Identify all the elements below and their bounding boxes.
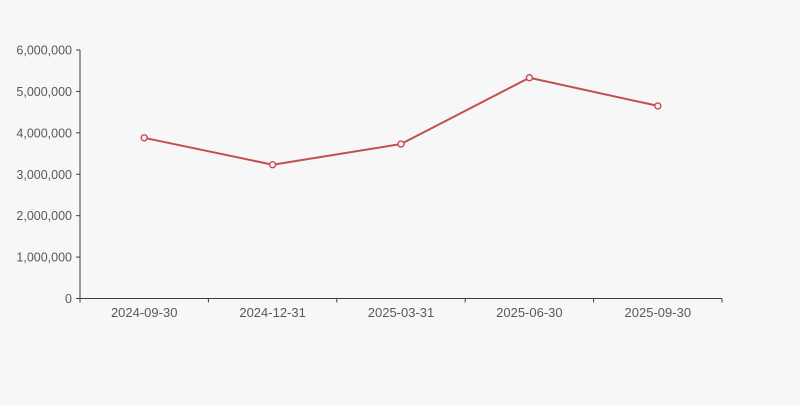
y-tick-label: 5,000,000 — [16, 85, 72, 99]
y-tick-label: 4,000,000 — [16, 126, 72, 140]
data-point-marker[interactable] — [140, 134, 148, 142]
x-tick-label: 2025-06-30 — [496, 305, 563, 320]
x-tick-label: 2024-12-31 — [239, 305, 306, 320]
data-point-marker[interactable] — [525, 74, 534, 82]
y-tick-label: 6,000,000 — [16, 44, 72, 58]
data-point-marker[interactable] — [654, 102, 662, 110]
y-tick-label: 3,000,000 — [16, 168, 72, 182]
y-tick-label: 1,000,000 — [16, 251, 72, 265]
y-tick-label: 2,000,000 — [16, 209, 72, 223]
data-point-marker[interactable] — [397, 140, 405, 148]
x-tick-label: 2025-09-30 — [625, 305, 692, 320]
x-tick-label: 2024-09-30 — [111, 305, 178, 320]
y-tick-label: 0 — [65, 292, 72, 306]
x-tick-label: 2025-03-31 — [368, 305, 435, 320]
data-point-marker[interactable] — [268, 161, 277, 169]
